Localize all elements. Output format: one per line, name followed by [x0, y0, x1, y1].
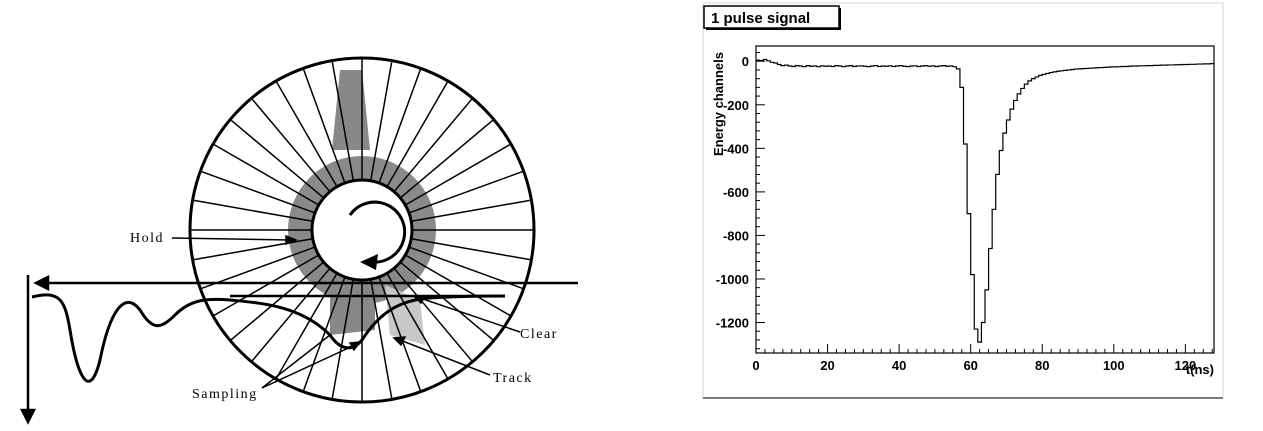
signal-axes	[19, 274, 578, 425]
wheel-spoke	[331, 60, 355, 181]
x-tick-label: 100	[1103, 358, 1125, 373]
x-tick-label: 0	[752, 358, 759, 373]
pulse-chart-svg: 1 pulse signal 0 20 40 60 80 100 120 0 -200 -400…	[702, 2, 1224, 399]
axis-ticks	[755, 52, 1213, 353]
x-tick-label: 20	[820, 358, 834, 373]
wheel-spoke	[200, 170, 316, 214]
pulse-chart: 1 pulse signal 0 20 40 60 80 100 120 0 -200 -400…	[698, 0, 1263, 426]
wheel-spoke	[404, 254, 512, 317]
y-axis-label: Energy channels	[711, 52, 726, 156]
clear-label: Clear	[520, 327, 558, 342]
y-tick-label: -1200	[716, 316, 749, 331]
wheel-spoke	[192, 237, 313, 261]
outer-wheel-rim	[188, 56, 536, 404]
x-tick-label: 60	[963, 358, 977, 373]
sampling-label: Sampling	[192, 387, 258, 402]
y-tick-label: -1000	[716, 272, 749, 287]
y-tick-label: -400	[723, 141, 749, 156]
rotation-arrow-icon	[348, 200, 407, 270]
y-tick-labels: 0 -200 -400 -600 -800 -1000 -1200	[716, 54, 749, 330]
x-tick-labels: 0 20 40 60 80 100 120	[752, 358, 1196, 373]
wheel-spoke	[369, 60, 393, 181]
wheel-spoke	[212, 143, 320, 206]
analog-waveform	[31, 293, 506, 383]
wheel-spoke	[386, 272, 449, 380]
wheel-spoke	[275, 272, 338, 380]
x-axis-label: t(ns)	[1186, 362, 1214, 377]
pulse-series-line	[756, 58, 1214, 343]
wheel-spoke	[369, 279, 393, 400]
y-tick-label: -600	[723, 185, 749, 200]
wheel-spoke	[411, 199, 532, 223]
wheel-spoke	[302, 68, 346, 184]
y-tick-label: 0	[742, 54, 749, 69]
wheel-spoke	[250, 97, 331, 193]
track-label: Track	[493, 371, 533, 386]
wheel-spoke	[399, 261, 495, 342]
wheel-spoke	[393, 97, 474, 193]
wheel-spoke	[331, 279, 355, 400]
wheel-spoke	[399, 118, 495, 199]
y-tick-label: -200	[723, 98, 749, 113]
plot-frame	[755, 45, 1215, 354]
wheel-spoke	[411, 237, 532, 261]
wheel-spoke	[192, 199, 313, 223]
wheel-spoke	[275, 80, 338, 188]
wheel-spoke	[212, 254, 320, 317]
x-tick-label: 40	[892, 358, 906, 373]
wheel-spoke	[229, 261, 325, 342]
wheel-spoke	[302, 276, 346, 392]
label-leaders	[171, 234, 521, 389]
wheel-spoke	[378, 68, 422, 184]
wheel-spoke	[408, 170, 524, 214]
wheel-spoke	[404, 143, 512, 206]
wheel-spoke	[229, 118, 325, 199]
sampling-wheel-svg: Hold Clear Track Sampling	[19, 56, 578, 425]
hold-label: Hold	[130, 231, 164, 246]
wheel-spoke	[386, 80, 449, 188]
x-tick-label: 120	[1175, 358, 1197, 373]
chart-title: 1 pulse signal	[711, 10, 810, 27]
inner-hub	[310, 178, 414, 282]
y-tick-label: -800	[723, 228, 749, 243]
x-tick-label: 80	[1035, 358, 1049, 373]
sampling-wheel-diagram: Hold Clear Track Sampling	[19, 56, 578, 425]
chart-pad	[702, 2, 1224, 399]
